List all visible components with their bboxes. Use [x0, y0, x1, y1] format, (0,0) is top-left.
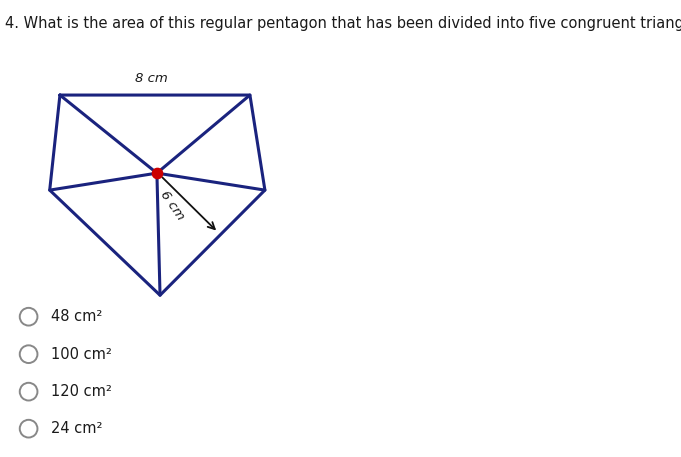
Text: 6 cm: 6 cm: [157, 188, 187, 223]
Text: 24 cm²: 24 cm²: [51, 421, 103, 436]
Point: [151, 170, 162, 177]
Text: 120 cm²: 120 cm²: [51, 384, 112, 399]
Text: 100 cm²: 100 cm²: [51, 347, 112, 361]
Text: 4. What is the area of this regular pentagon that has been divided into five con: 4. What is the area of this regular pent…: [5, 16, 681, 31]
Text: 48 cm²: 48 cm²: [51, 309, 102, 324]
Text: 8 cm: 8 cm: [135, 72, 168, 85]
